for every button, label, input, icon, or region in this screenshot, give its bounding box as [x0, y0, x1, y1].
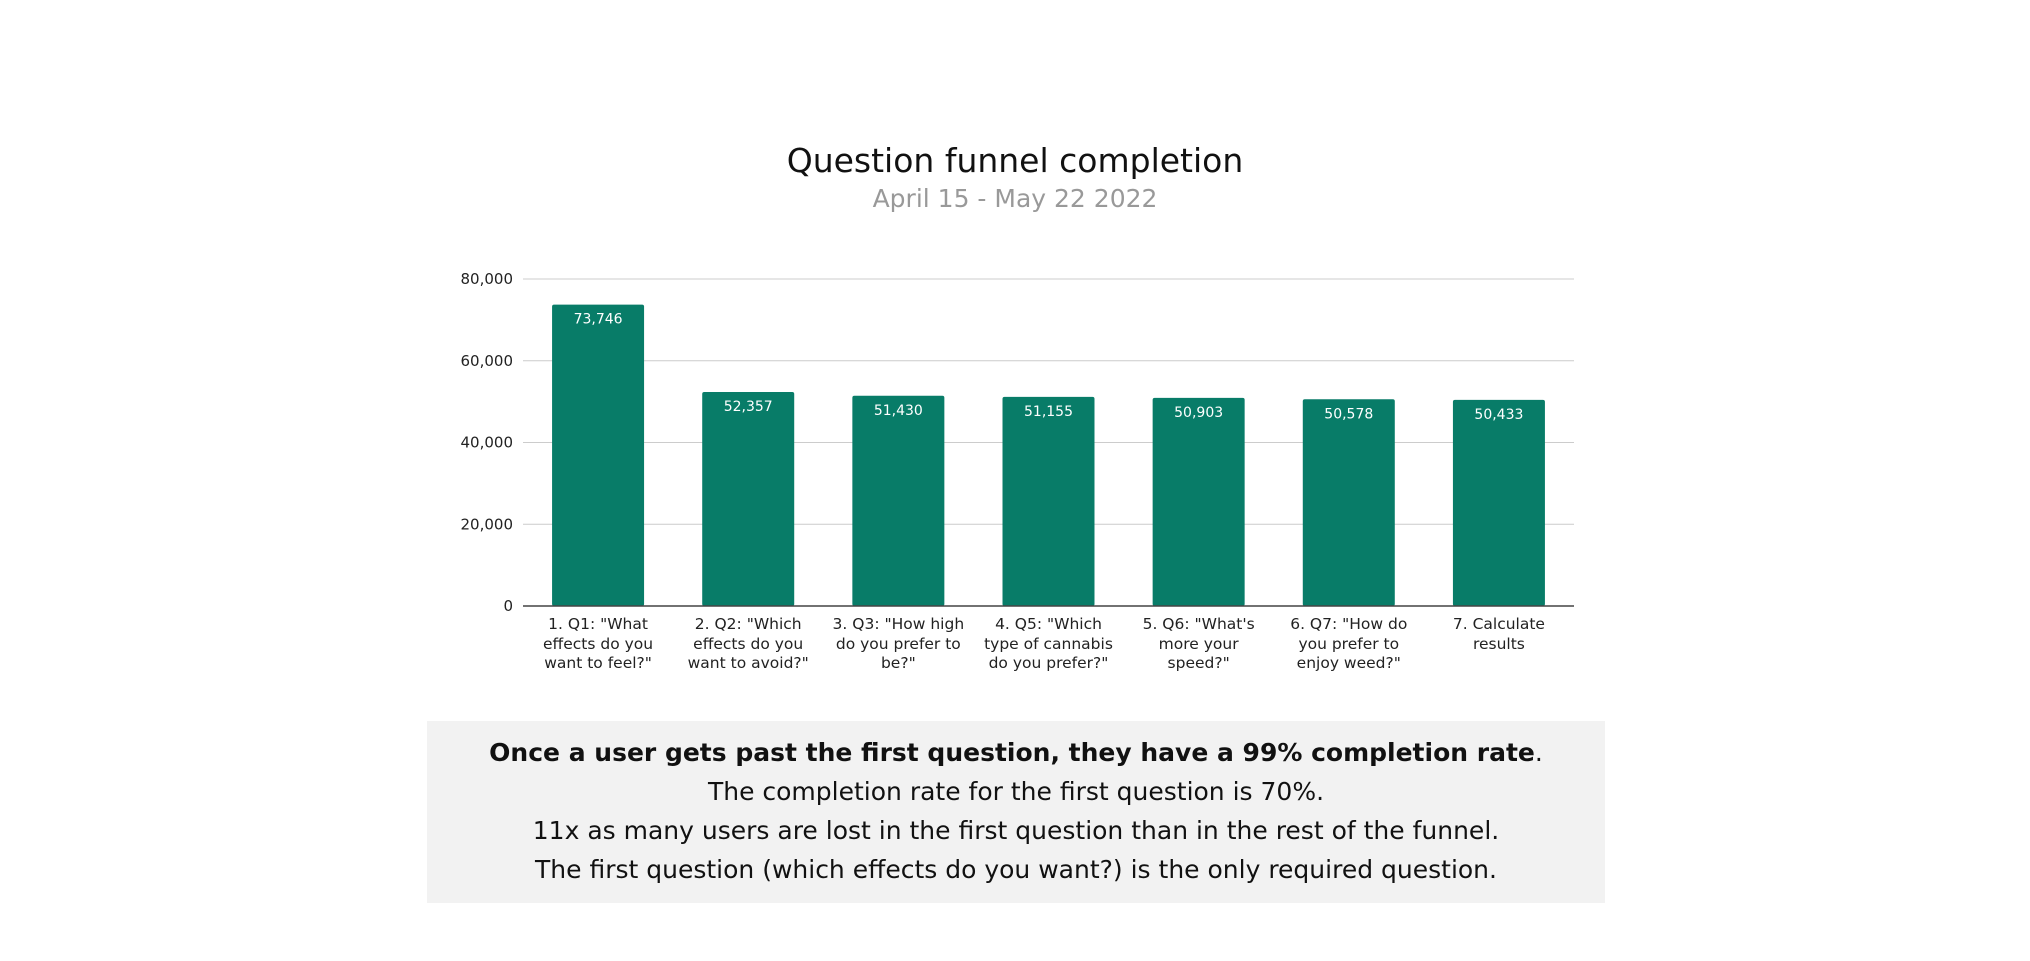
bar-value-label: 51,430	[874, 403, 923, 419]
callout-line-3: 11x as many users are lost in the first …	[532, 816, 1500, 845]
x-tick-label-line: do you prefer?"	[988, 654, 1109, 672]
bar-value-label: 51,155	[1024, 404, 1073, 420]
insight-callout: Once a user gets past the first question…	[427, 721, 1605, 903]
bar	[1152, 397, 1245, 606]
bar	[852, 395, 945, 606]
x-tick-label-line: 2. Q2: "Which	[694, 615, 802, 633]
x-tick-label-line: 1. Q1: "What	[548, 615, 648, 633]
bar-chart: 0 20,000 40,000 60,000 80,000 73,746 52,357 51,…	[461, 270, 1574, 615]
callout-line-1: Once a user gets past the first question…	[427, 733, 1605, 772]
x-tick-label-line: 5. Q6: "What's	[1142, 615, 1255, 633]
bar	[1452, 399, 1545, 606]
bar-value-label: 50,903	[1174, 405, 1223, 421]
x-tick-label-line: results	[1472, 634, 1525, 653]
x-tick-label-line: want to feel?"	[544, 654, 652, 672]
bar-value-label: 50,433	[1474, 407, 1523, 423]
x-tick-label: 1. Q1: "What effects do you want to feel?"	[532, 615, 664, 674]
y-tick-label: 60,000	[461, 352, 514, 370]
chart-title: Question funnel completion	[786, 141, 1244, 180]
x-tick-label: 6. Q7: "How do you prefer to enjoy weed?"	[1283, 615, 1415, 674]
x-tick-label-line: want to avoid?"	[687, 654, 809, 672]
y-tick-label: 0	[503, 597, 513, 615]
x-tick-label-line: enjoy weed?"	[1296, 654, 1401, 672]
x-tick-label: 7. Calculate results	[1433, 615, 1565, 654]
x-tick-label: 4. Q5: "Which type of cannabis do you pref…	[983, 615, 1115, 674]
callout-line-2: The completion rate for the first questi…	[707, 777, 1325, 806]
y-tick-label: 80,000	[461, 270, 514, 288]
callout-bold-suffix: .	[1534, 738, 1543, 767]
x-tick-label-line: more your speed?"	[1158, 634, 1239, 673]
y-tick-label: 40,000	[461, 434, 514, 452]
x-tick-label-line: be?"	[880, 654, 916, 672]
x-tick-label-line: 6. Q7: "How do	[1290, 615, 1408, 633]
x-tick-label: 5. Q6: "What's more your speed?"	[1133, 615, 1265, 674]
bar-value-label: 52,357	[724, 399, 773, 415]
y-tick-label: 20,000	[461, 515, 514, 533]
x-tick-label-line: effects do you	[693, 634, 804, 653]
x-tick-label: 2. Q2: "Which effects do you want to avoid…	[682, 615, 814, 674]
x-tick-label-line: 3. Q3: "How high	[832, 615, 965, 633]
bar-value-label: 50,578	[1324, 406, 1373, 422]
bar	[1002, 396, 1095, 606]
x-tick-label-line: you prefer to	[1298, 634, 1400, 653]
bar	[552, 304, 645, 606]
bar-value-label: 73,746	[574, 312, 623, 328]
x-tick-label-line: 4. Q5: "Which	[995, 615, 1102, 633]
bar	[1302, 399, 1395, 606]
callout-bold-text: Once a user gets past the first question…	[489, 738, 1535, 767]
callout-line-4: The first question (which effects do you…	[535, 855, 1497, 884]
x-tick-label-line: do you prefer to	[835, 634, 961, 653]
chart-subtitle: April 15 - May 22 2022	[872, 184, 1158, 213]
x-tick-label-line: effects do you	[543, 634, 654, 653]
x-tick-label-line: 7. Calculate	[1452, 615, 1545, 633]
x-tick-label-line: type of cannabis	[984, 634, 1113, 653]
bar	[702, 391, 795, 606]
x-tick-label: 3. Q3: "How high do you prefer to be?"	[832, 615, 965, 674]
